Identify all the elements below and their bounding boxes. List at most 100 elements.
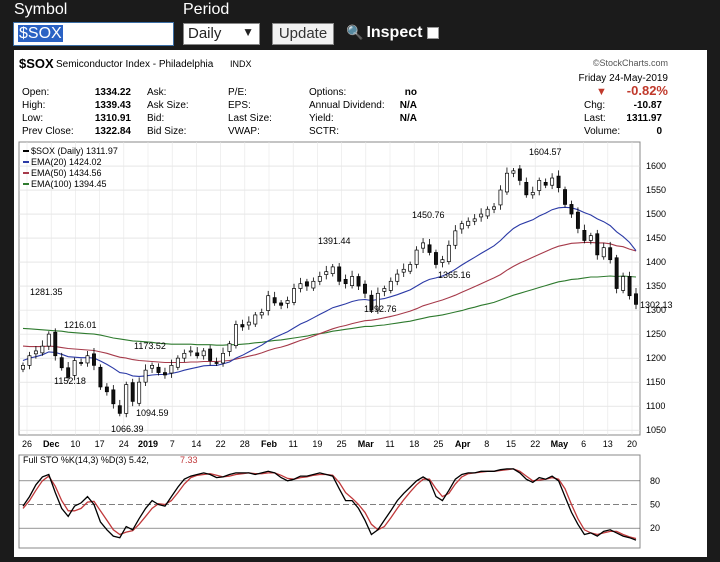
candle-body [130,382,135,402]
candle-body [266,295,271,311]
date-tick-label: Dec [43,439,60,449]
candle-body [563,189,567,205]
candle-body [634,293,638,305]
low-label: Low: [22,113,43,124]
candle-body [59,357,64,369]
ema20-line [22,206,637,377]
candle-body [343,279,348,285]
open-value: 1334.22 [95,87,132,98]
candle-body [621,276,626,291]
toolbar: Symbol Period $SOX Daily ▼ Update 🔍 Inspe… [0,0,720,50]
candle-body [453,230,458,246]
date-tick-label: 10 [70,439,80,449]
update-button[interactable]: Update [272,23,334,45]
low-value: 1310.91 [95,113,132,124]
stoch-d-value: 7.33 [180,455,198,465]
date-tick-label: 2019 [138,439,158,449]
candle-body [472,218,477,222]
high-label: High: [22,100,45,111]
yield-value: N/A [400,113,417,124]
date-tick-label: 28 [240,439,250,449]
annotation-1152: 1152.18 [54,376,86,386]
date-tick-label: 11 [289,439,298,449]
prev-close-value: 1322.84 [95,126,132,137]
dividend-label: Annual Dividend: [309,100,385,111]
dropdown-arrow-icon: ▼ [242,25,254,39]
candle-body [292,288,296,303]
candle-body [550,177,555,186]
high-value: 1339.43 [95,100,132,111]
stoch-k-line [22,468,637,541]
period-select-value: Daily [188,25,222,42]
eps-label: EPS: [228,100,251,111]
stockcharts-credit: ©StockCharts.com [593,58,668,68]
candle-body [143,369,148,383]
legend-ema50: EMA(50) 1434.56 [31,168,102,178]
yield-label: Yield: [309,113,334,124]
symbol-input-value: $SOX [18,25,63,42]
legend-ema20: EMA(20) 1424.02 [31,157,102,167]
date-axis: 26 Dec 10 17 24 2019 7 14 22 28 Feb 11 19 25 Mar 11 18 25… [22,439,637,449]
price-tick-label: 1500 [646,209,666,219]
candle-body [253,314,258,325]
header-date: Friday 24-May-2019 [579,73,669,84]
volume-label: Volume: [584,126,620,137]
symbol-input[interactable]: $SOX [13,22,174,46]
candle-body [259,312,264,316]
change-percent: -0.82% [627,83,669,98]
candle-body [350,276,355,286]
date-tick-label: 25 [337,439,347,449]
candle-body [214,362,219,364]
candle-body [324,271,329,275]
magnifier-icon: 🔍 [346,24,364,40]
candle-body [311,280,316,289]
date-tick-label: Apr [455,439,471,449]
price-tick-label: 1300 [646,305,666,315]
candle-body [537,180,542,191]
annotation-1094: 1094.59 [136,408,169,418]
date-tick-label: Mar [358,439,375,449]
candle-body [485,208,490,217]
period-select[interactable]: Daily ▼ [183,23,260,45]
candle-body [595,233,600,256]
date-tick-label: 15 [506,439,516,449]
candle-body [195,352,200,357]
date-tick-label: 22 [216,439,226,449]
price-tick-label: 1150 [646,377,665,387]
price-tick-label: 1050 [646,425,666,435]
candle-body [72,360,77,376]
price-tick-label: 1250 [646,329,666,339]
volume-value: 0 [656,126,662,137]
stoch-level-label: 50 [650,500,660,510]
candle-body [459,223,464,230]
candle-body [492,206,496,210]
date-tick-label: 22 [530,439,540,449]
price-chart[interactable]: $SOX Semiconductor Index - Philadelphia … [14,50,707,557]
ema100-line [22,275,637,346]
date-tick-label: 6 [581,439,586,449]
sctr-label: SCTR: [309,126,339,137]
inspect-toggle[interactable]: 🔍 Inspect [346,24,440,42]
candle-body [21,365,25,370]
candle-body [227,343,232,352]
price-tick-label: 1600 [646,161,666,171]
header-ticker: $SOX [19,56,54,71]
date-tick-label: 11 [385,439,394,449]
candle-body [375,292,380,311]
stoch-plot-area [18,454,641,549]
annotation-1365: 1365.16 [438,270,471,280]
candle-body [479,213,484,218]
candle-body [601,247,606,258]
candle-body [169,365,174,374]
date-tick-label: 13 [603,439,613,449]
candle-body [440,259,445,263]
candle-body [85,355,90,364]
candle-body [137,381,142,404]
dividend-value: N/A [400,100,417,111]
candle-body [330,266,335,274]
inspect-label: Inspect [366,24,423,41]
candle-body [298,283,303,289]
candle-body [317,276,322,282]
candle-body [627,276,632,297]
inspect-checkbox[interactable] [427,26,440,39]
